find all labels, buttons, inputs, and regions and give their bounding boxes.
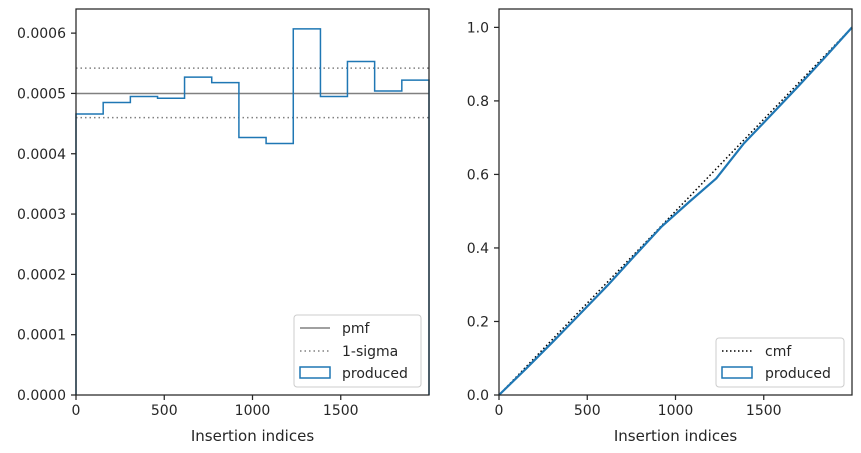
right-ticks: 0 500 1000 1500 0.0 0.2 0.4 0.6 0.8 1.0 <box>467 20 782 419</box>
y-tick-label: 0.0001 <box>17 328 66 344</box>
x-tick-label: 0 <box>495 403 504 419</box>
y-tick-label: 0.6 <box>467 167 489 183</box>
x-tick-label: 1500 <box>323 403 359 419</box>
produced-cmf-line <box>498 26 853 396</box>
produced-histogram-step <box>75 28 430 395</box>
y-tick-label: 0.8 <box>467 94 489 110</box>
y-tick-label: 0.0006 <box>17 26 66 42</box>
x-tick-label: 1000 <box>658 403 694 419</box>
x-tick-label: 500 <box>574 403 601 419</box>
right-x-axis-label: Insertion indices <box>614 427 737 445</box>
left-ticks: 0 500 1000 1500 0.0000 0.0001 0.0002 0.0003 0.00… <box>17 26 359 419</box>
x-tick-label: 0 <box>72 403 81 419</box>
legend-produced-cmf-label: produced <box>765 366 831 382</box>
y-tick-label: 1.0 <box>467 20 489 36</box>
x-tick-label: 1500 <box>746 403 782 419</box>
left-x-axis-label: Insertion indices <box>191 427 314 445</box>
cmf-line <box>498 26 853 396</box>
x-tick-label: 500 <box>151 403 178 419</box>
legend-produced-label: produced <box>342 366 408 382</box>
pmf-histogram-panel: 0 500 1000 1500 0.0000 0.0001 0.0002 0.0003 0.00… <box>17 8 430 445</box>
y-tick-label: 0.2 <box>467 314 489 330</box>
legend-sigma-label: 1-sigma <box>342 344 398 360</box>
y-tick-label: 0.0002 <box>17 267 66 283</box>
legend-pmf-label: pmf <box>342 321 371 337</box>
right-data-layer <box>498 26 853 396</box>
left-data-layer <box>75 28 430 395</box>
left-legend-box <box>293 314 422 388</box>
legend-produced-swatch <box>299 366 331 379</box>
right-plot-frame <box>498 8 853 396</box>
y-tick-label: 0.0 <box>467 388 489 404</box>
legend-cmf-label: cmf <box>765 344 792 360</box>
right-legend-box <box>715 337 845 388</box>
x-tick-label: 1000 <box>235 403 271 419</box>
y-tick-label: 0.0000 <box>17 388 66 404</box>
left-legend: pmf 1-sigma produced <box>293 314 422 388</box>
cmf-panel: 0 500 1000 1500 0.0 0.2 0.4 0.6 0.8 1.0 Insertion… <box>467 8 853 445</box>
right-legend: cmf produced <box>715 337 845 388</box>
y-tick-label: 0.4 <box>467 241 489 257</box>
y-tick-label: 0.0003 <box>17 207 66 223</box>
y-tick-label: 0.0004 <box>17 147 66 163</box>
legend-produced-cmf-swatch <box>721 366 753 379</box>
y-tick-label: 0.0005 <box>17 86 66 102</box>
